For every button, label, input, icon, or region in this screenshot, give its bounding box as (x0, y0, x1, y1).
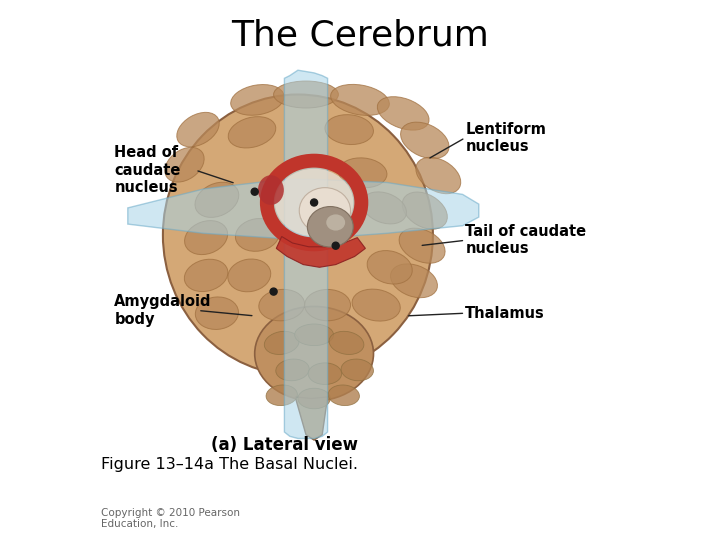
Polygon shape (128, 179, 479, 239)
Ellipse shape (184, 221, 228, 254)
Ellipse shape (255, 307, 374, 401)
Ellipse shape (300, 188, 351, 233)
Ellipse shape (367, 251, 413, 284)
Polygon shape (284, 70, 328, 438)
Ellipse shape (330, 84, 390, 116)
Ellipse shape (377, 97, 429, 130)
Text: Head of
caudate
nucleus: Head of caudate nucleus (114, 145, 181, 195)
Text: Thalamus: Thalamus (465, 306, 545, 321)
Ellipse shape (341, 359, 374, 381)
Text: Lentiform
nucleus: Lentiform nucleus (465, 122, 546, 154)
Ellipse shape (390, 264, 438, 298)
Circle shape (270, 288, 277, 295)
Ellipse shape (294, 324, 333, 346)
Ellipse shape (307, 206, 354, 247)
Ellipse shape (416, 157, 461, 194)
Ellipse shape (352, 289, 400, 321)
Ellipse shape (258, 175, 284, 205)
Ellipse shape (274, 81, 338, 108)
Ellipse shape (177, 112, 219, 147)
Ellipse shape (195, 297, 238, 329)
Ellipse shape (235, 219, 279, 251)
Ellipse shape (400, 122, 449, 159)
Ellipse shape (230, 85, 284, 115)
Ellipse shape (308, 363, 341, 384)
Ellipse shape (326, 214, 345, 231)
Ellipse shape (298, 388, 330, 409)
Ellipse shape (264, 332, 299, 354)
Ellipse shape (184, 259, 228, 292)
Ellipse shape (276, 359, 309, 381)
Text: Figure 13–14a The Basal Nuclei.: Figure 13–14a The Basal Nuclei. (101, 457, 358, 472)
Text: Amygdaloid
body: Amygdaloid body (114, 294, 212, 327)
Ellipse shape (258, 289, 305, 321)
Ellipse shape (228, 117, 276, 148)
Ellipse shape (228, 259, 271, 292)
Circle shape (332, 242, 339, 249)
Ellipse shape (163, 94, 433, 375)
Text: Tail of caudate
nucleus: Tail of caudate nucleus (465, 224, 586, 256)
Circle shape (310, 199, 318, 206)
Ellipse shape (165, 147, 204, 182)
Polygon shape (276, 237, 365, 267)
Polygon shape (295, 397, 328, 440)
Ellipse shape (325, 114, 374, 145)
Ellipse shape (195, 182, 239, 218)
Ellipse shape (399, 228, 445, 263)
Ellipse shape (266, 385, 297, 406)
Ellipse shape (402, 192, 447, 229)
Ellipse shape (329, 332, 364, 354)
Text: Copyright © 2010 Pearson
Education, Inc.: Copyright © 2010 Pearson Education, Inc. (101, 508, 240, 529)
Ellipse shape (338, 158, 387, 188)
Ellipse shape (328, 385, 359, 406)
Ellipse shape (362, 192, 407, 224)
Text: The Cerebrum: The Cerebrum (231, 19, 489, 53)
Ellipse shape (305, 289, 351, 321)
Circle shape (251, 188, 258, 195)
Text: (a) Lateral view: (a) Lateral view (211, 436, 358, 455)
Ellipse shape (275, 168, 354, 237)
